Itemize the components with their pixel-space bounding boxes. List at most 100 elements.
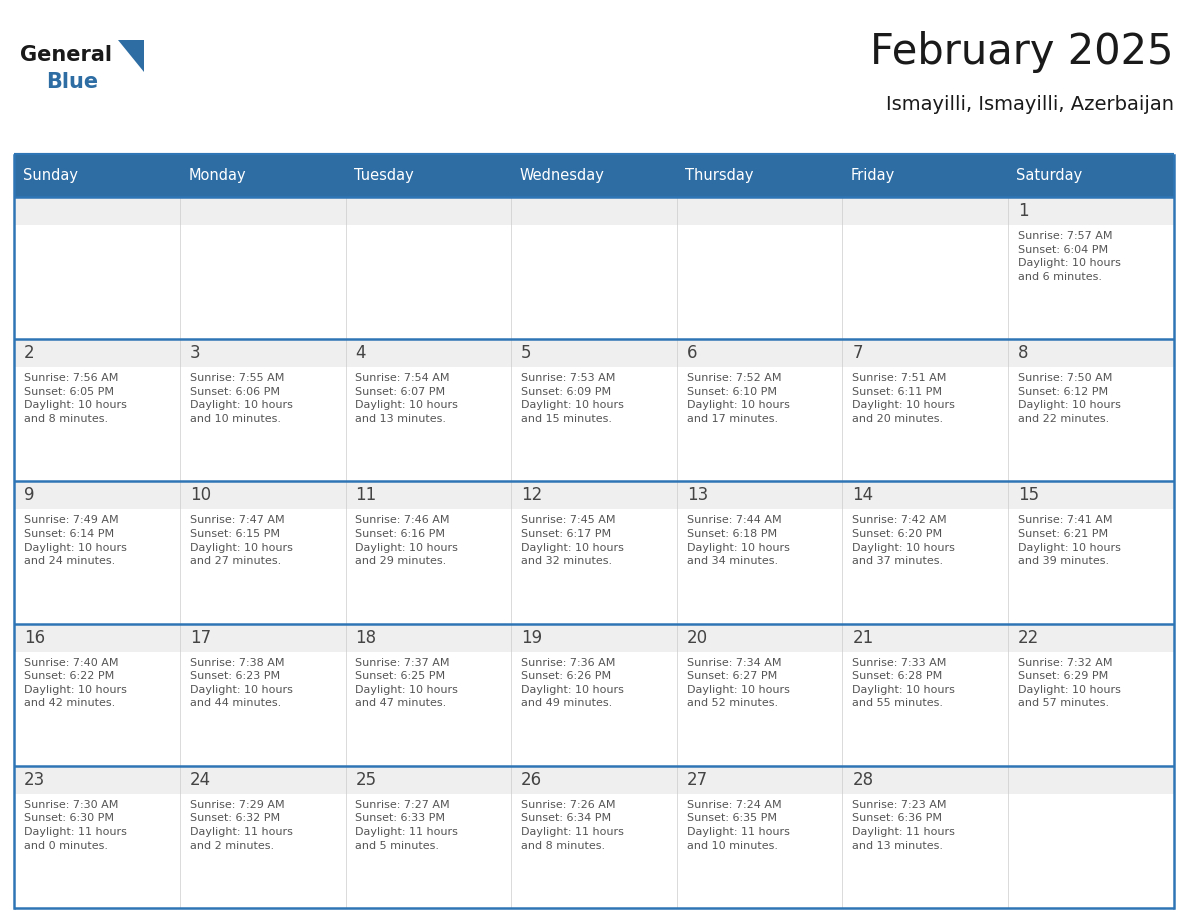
Bar — [346, 509, 511, 623]
Bar — [14, 794, 179, 908]
Text: Wednesday: Wednesday — [519, 169, 605, 184]
Text: Sunrise: 7:23 AM
Sunset: 6:36 PM
Daylight: 11 hours
and 13 minutes.: Sunrise: 7:23 AM Sunset: 6:36 PM Dayligh… — [853, 800, 955, 851]
Bar — [842, 339, 1009, 367]
Polygon shape — [118, 40, 144, 72]
Text: Sunrise: 7:54 AM
Sunset: 6:07 PM
Daylight: 10 hours
and 13 minutes.: Sunrise: 7:54 AM Sunset: 6:07 PM Dayligh… — [355, 374, 459, 424]
Text: 1: 1 — [1018, 202, 1029, 220]
Bar — [842, 623, 1009, 652]
Bar — [677, 339, 842, 367]
Bar — [842, 766, 1009, 794]
Bar — [842, 481, 1009, 509]
Bar — [346, 652, 511, 766]
Bar — [179, 367, 346, 481]
Text: Sunrise: 7:56 AM
Sunset: 6:05 PM
Daylight: 10 hours
and 8 minutes.: Sunrise: 7:56 AM Sunset: 6:05 PM Dayligh… — [24, 374, 127, 424]
Bar — [1009, 623, 1174, 652]
Bar — [179, 225, 346, 339]
Bar — [14, 225, 179, 339]
Text: Sunrise: 7:49 AM
Sunset: 6:14 PM
Daylight: 10 hours
and 24 minutes.: Sunrise: 7:49 AM Sunset: 6:14 PM Dayligh… — [24, 515, 127, 566]
Text: 16: 16 — [24, 629, 45, 646]
Text: Sunrise: 7:46 AM
Sunset: 6:16 PM
Daylight: 10 hours
and 29 minutes.: Sunrise: 7:46 AM Sunset: 6:16 PM Dayligh… — [355, 515, 459, 566]
Bar — [14, 197, 179, 225]
Text: 14: 14 — [853, 487, 873, 504]
Bar — [179, 481, 346, 509]
Text: Sunrise: 7:44 AM
Sunset: 6:18 PM
Daylight: 10 hours
and 34 minutes.: Sunrise: 7:44 AM Sunset: 6:18 PM Dayligh… — [687, 515, 790, 566]
Bar — [677, 155, 842, 197]
Bar — [14, 481, 179, 509]
Text: Sunrise: 7:45 AM
Sunset: 6:17 PM
Daylight: 10 hours
and 32 minutes.: Sunrise: 7:45 AM Sunset: 6:17 PM Dayligh… — [522, 515, 624, 566]
Text: Sunrise: 7:47 AM
Sunset: 6:15 PM
Daylight: 10 hours
and 27 minutes.: Sunrise: 7:47 AM Sunset: 6:15 PM Dayligh… — [190, 515, 292, 566]
Bar — [1009, 509, 1174, 623]
Text: 12: 12 — [522, 487, 543, 504]
Text: 4: 4 — [355, 344, 366, 363]
Bar — [842, 197, 1009, 225]
Text: Sunrise: 7:27 AM
Sunset: 6:33 PM
Daylight: 11 hours
and 5 minutes.: Sunrise: 7:27 AM Sunset: 6:33 PM Dayligh… — [355, 800, 459, 851]
Bar — [677, 481, 842, 509]
Bar — [346, 367, 511, 481]
Bar — [179, 652, 346, 766]
Bar — [677, 623, 842, 652]
Text: Sunrise: 7:53 AM
Sunset: 6:09 PM
Daylight: 10 hours
and 15 minutes.: Sunrise: 7:53 AM Sunset: 6:09 PM Dayligh… — [522, 374, 624, 424]
Bar — [511, 197, 677, 225]
Bar — [1009, 197, 1174, 225]
Text: Blue: Blue — [46, 72, 99, 92]
Bar — [677, 794, 842, 908]
Bar — [677, 225, 842, 339]
Bar — [179, 623, 346, 652]
Text: 2: 2 — [24, 344, 34, 363]
Text: General: General — [20, 45, 112, 65]
Bar — [346, 197, 511, 225]
Bar — [179, 339, 346, 367]
Bar — [346, 481, 511, 509]
Text: Sunrise: 7:24 AM
Sunset: 6:35 PM
Daylight: 11 hours
and 10 minutes.: Sunrise: 7:24 AM Sunset: 6:35 PM Dayligh… — [687, 800, 790, 851]
Bar — [14, 155, 179, 197]
Bar — [511, 155, 677, 197]
Text: Sunrise: 7:50 AM
Sunset: 6:12 PM
Daylight: 10 hours
and 22 minutes.: Sunrise: 7:50 AM Sunset: 6:12 PM Dayligh… — [1018, 374, 1121, 424]
Bar — [511, 339, 677, 367]
Bar — [842, 367, 1009, 481]
Text: 24: 24 — [190, 771, 211, 789]
Text: Sunrise: 7:26 AM
Sunset: 6:34 PM
Daylight: 11 hours
and 8 minutes.: Sunrise: 7:26 AM Sunset: 6:34 PM Dayligh… — [522, 800, 624, 851]
Bar — [346, 155, 511, 197]
Bar — [14, 367, 179, 481]
Bar — [346, 623, 511, 652]
Text: 26: 26 — [522, 771, 542, 789]
Text: Sunrise: 7:42 AM
Sunset: 6:20 PM
Daylight: 10 hours
and 37 minutes.: Sunrise: 7:42 AM Sunset: 6:20 PM Dayligh… — [853, 515, 955, 566]
Bar — [1009, 367, 1174, 481]
Text: 28: 28 — [853, 771, 873, 789]
Text: Sunrise: 7:37 AM
Sunset: 6:25 PM
Daylight: 10 hours
and 47 minutes.: Sunrise: 7:37 AM Sunset: 6:25 PM Dayligh… — [355, 657, 459, 709]
Bar — [1009, 155, 1174, 197]
Text: 19: 19 — [522, 629, 542, 646]
Text: Sunrise: 7:52 AM
Sunset: 6:10 PM
Daylight: 10 hours
and 17 minutes.: Sunrise: 7:52 AM Sunset: 6:10 PM Dayligh… — [687, 374, 790, 424]
Text: Sunrise: 7:57 AM
Sunset: 6:04 PM
Daylight: 10 hours
and 6 minutes.: Sunrise: 7:57 AM Sunset: 6:04 PM Dayligh… — [1018, 231, 1121, 282]
Bar — [14, 652, 179, 766]
Bar — [14, 509, 179, 623]
Text: 15: 15 — [1018, 487, 1040, 504]
Text: Thursday: Thursday — [685, 169, 753, 184]
Text: Tuesday: Tuesday — [354, 169, 413, 184]
Bar — [511, 367, 677, 481]
Bar — [842, 155, 1009, 197]
Bar — [346, 766, 511, 794]
Text: Sunrise: 7:34 AM
Sunset: 6:27 PM
Daylight: 10 hours
and 52 minutes.: Sunrise: 7:34 AM Sunset: 6:27 PM Dayligh… — [687, 657, 790, 709]
Text: 3: 3 — [190, 344, 201, 363]
Bar — [14, 766, 179, 794]
Bar — [179, 155, 346, 197]
Bar — [1009, 339, 1174, 367]
Text: Sunrise: 7:38 AM
Sunset: 6:23 PM
Daylight: 10 hours
and 44 minutes.: Sunrise: 7:38 AM Sunset: 6:23 PM Dayligh… — [190, 657, 292, 709]
Bar — [14, 623, 179, 652]
Text: Sunday: Sunday — [23, 169, 77, 184]
Text: 6: 6 — [687, 344, 697, 363]
Bar — [511, 509, 677, 623]
Text: Saturday: Saturday — [1017, 169, 1082, 184]
Bar — [346, 794, 511, 908]
Bar — [1009, 225, 1174, 339]
Text: 8: 8 — [1018, 344, 1029, 363]
Bar — [14, 339, 179, 367]
Bar — [511, 766, 677, 794]
Text: Sunrise: 7:40 AM
Sunset: 6:22 PM
Daylight: 10 hours
and 42 minutes.: Sunrise: 7:40 AM Sunset: 6:22 PM Dayligh… — [24, 657, 127, 709]
Text: February 2025: February 2025 — [871, 31, 1174, 73]
Text: 21: 21 — [853, 629, 873, 646]
Bar — [511, 481, 677, 509]
Bar — [511, 623, 677, 652]
Text: 18: 18 — [355, 629, 377, 646]
